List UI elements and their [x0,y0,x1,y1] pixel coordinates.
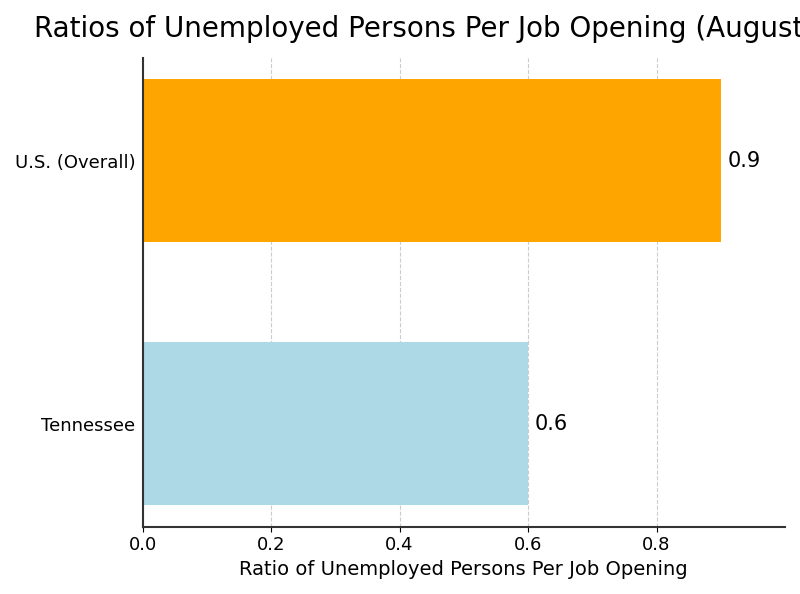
X-axis label: Ratio of Unemployed Persons Per Job Opening: Ratio of Unemployed Persons Per Job Open… [239,560,688,579]
Bar [142,342,528,505]
Bar [142,79,721,242]
Text: 0.6: 0.6 [534,414,568,434]
Title: Ratios of Unemployed Persons Per Job Opening (August 2024): Ratios of Unemployed Persons Per Job Ope… [34,15,800,43]
Text: 0.9: 0.9 [727,151,761,170]
